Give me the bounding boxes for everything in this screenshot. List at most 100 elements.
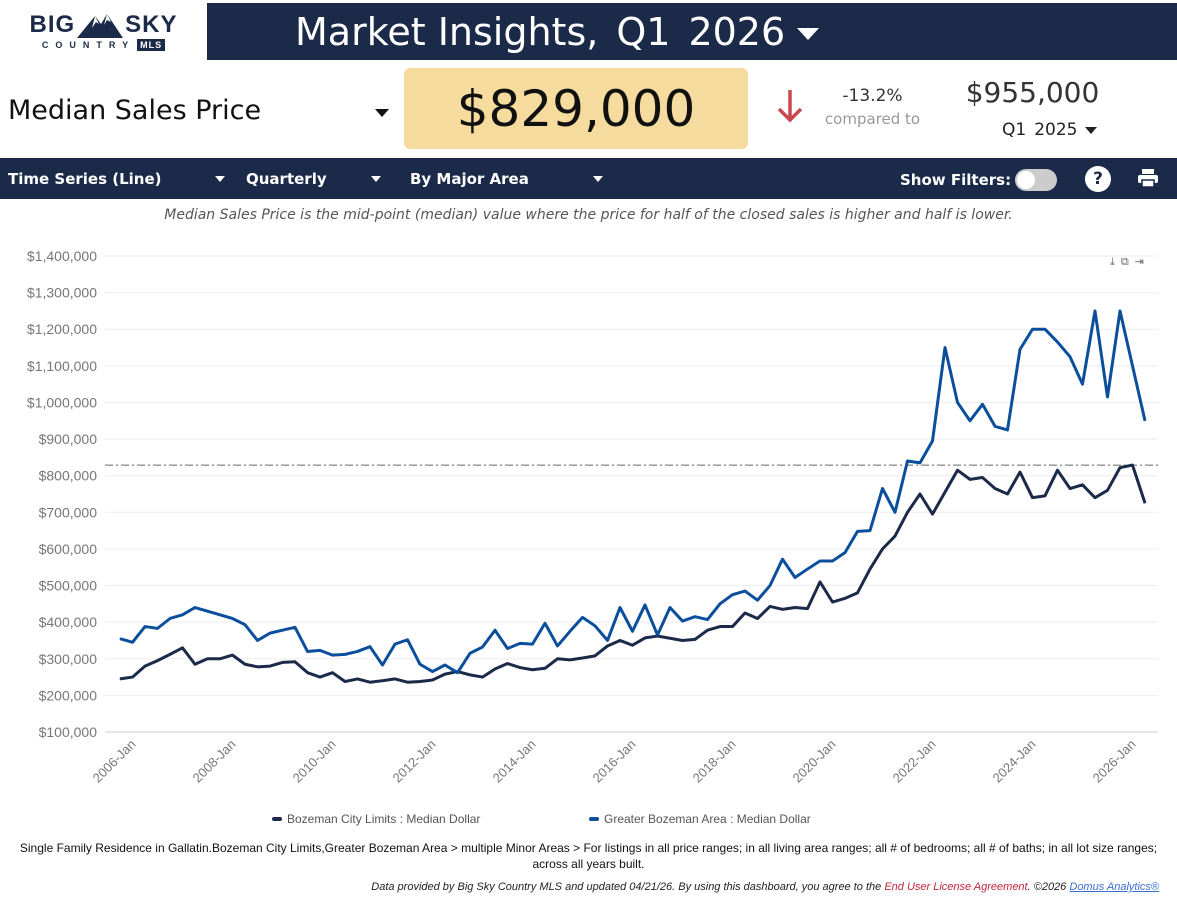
print-icon[interactable] [1137, 167, 1159, 189]
data-point [532, 643, 533, 645]
data-point [482, 676, 483, 678]
copy-icon[interactable]: ⧉ [1120, 255, 1129, 268]
legend-item-bozeman-city[interactable]: Bozeman City Limits : Median Dollar [272, 812, 480, 826]
show-filters-toggle[interactable] [1015, 169, 1058, 191]
data-point [194, 663, 196, 665]
data-point [357, 678, 358, 680]
dropdown-label: Time Series (Line) [8, 170, 162, 188]
grouping-dropdown[interactable]: By Major Area [410, 170, 603, 188]
data-point [944, 347, 946, 349]
chart-type-dropdown[interactable]: Time Series (Line) [8, 170, 225, 188]
data-point [544, 667, 546, 669]
data-point [832, 601, 833, 603]
data-point [1044, 495, 1046, 497]
data-point [294, 626, 296, 628]
data-point [657, 634, 658, 636]
data-point [857, 530, 858, 532]
data-point [1094, 310, 1096, 312]
data-point [1007, 493, 1008, 495]
data-point [182, 614, 183, 616]
data-point [219, 614, 221, 616]
interval-dropdown[interactable]: Quarterly [246, 170, 381, 188]
data-point [769, 605, 771, 607]
data-point [269, 632, 271, 634]
year-value: 2026 [688, 9, 786, 54]
data-point [1107, 489, 1108, 491]
caret-down-icon[interactable] [375, 109, 389, 117]
data-point [644, 604, 646, 606]
data-point [432, 679, 433, 681]
data-point [844, 597, 846, 599]
data-point [232, 617, 233, 619]
data-point [169, 617, 171, 619]
data-point [732, 594, 733, 596]
data-point [782, 558, 783, 560]
data-point [844, 552, 846, 554]
x-tick-label: 2008-Jan [190, 737, 239, 786]
data-point [194, 607, 196, 609]
data-point [469, 652, 471, 654]
data-point [407, 639, 408, 641]
data-point [919, 462, 921, 464]
data-point [819, 581, 821, 583]
data-point [957, 401, 958, 403]
data-point [1119, 467, 1121, 469]
data-point [432, 671, 433, 673]
data-point [519, 667, 521, 669]
data-point [507, 663, 508, 665]
data-point [994, 488, 996, 490]
legend-swatch [589, 817, 599, 821]
data-point [819, 560, 821, 562]
caret-down-icon [371, 176, 381, 182]
data-point [619, 639, 621, 641]
data-point [969, 478, 971, 480]
data-point [932, 440, 933, 442]
x-tick-label: 2010-Jan [290, 737, 339, 786]
help-icon[interactable]: ? [1085, 166, 1111, 192]
eula-link[interactable]: End User License Agreement [884, 881, 1028, 893]
caret-down-icon [593, 176, 603, 182]
data-point [1069, 356, 1071, 358]
data-point [532, 669, 533, 671]
data-point [557, 658, 558, 660]
data-point [1082, 383, 1083, 385]
export-icon[interactable]: ⇥ [1134, 255, 1144, 268]
caret-down-icon [215, 176, 225, 182]
data-point [707, 619, 708, 621]
legend-item-greater-bozeman[interactable]: Greater Bozeman Area : Median Dollar [589, 812, 811, 826]
data-point [344, 680, 346, 682]
kpi-value: $829,000 [404, 68, 748, 149]
data-point [957, 469, 958, 471]
x-tick-label: 2022-Jan [890, 737, 939, 786]
data-point [807, 568, 808, 570]
data-point [419, 680, 421, 682]
compare-period-dropdown[interactable]: Q1 2025 [1002, 120, 1098, 140]
data-point [1057, 469, 1058, 471]
data-point [119, 638, 121, 640]
metric-dropdown[interactable]: Median Sales Price [8, 95, 262, 126]
mountain-icon [77, 14, 124, 38]
data-point [1019, 471, 1021, 473]
domus-analytics-link[interactable]: Domus Analytics® [1069, 881, 1159, 893]
data-point [482, 646, 483, 648]
data-point [544, 622, 546, 624]
legend-label: Bozeman City Limits : Median Dollar [287, 812, 481, 826]
data-point [707, 629, 708, 631]
data-point [319, 676, 321, 678]
data-point [1057, 341, 1058, 343]
data-point [1094, 497, 1096, 499]
data-point [982, 477, 983, 479]
data-point [369, 646, 371, 648]
x-tick-label: 2012-Jan [390, 737, 439, 786]
x-tick-label: 2018-Jan [690, 737, 739, 786]
data-point [794, 607, 796, 609]
data-point [444, 664, 446, 666]
data-point [644, 637, 646, 639]
logo-badge: MLS [137, 39, 166, 51]
data-point [169, 653, 171, 655]
data-point [557, 645, 558, 647]
data-point [944, 491, 946, 493]
download-icon[interactable]: ⤓ [1110, 255, 1115, 268]
year-dropdown[interactable]: 2026 [688, 9, 820, 54]
data-point [882, 548, 883, 550]
